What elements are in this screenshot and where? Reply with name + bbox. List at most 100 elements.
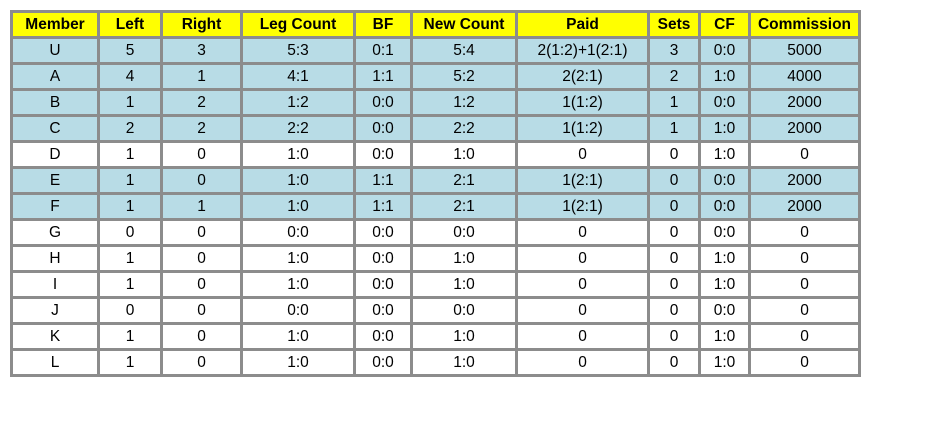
- cell-paid: 0: [515, 296, 650, 325]
- cell-leg-count: 1:0: [240, 270, 356, 299]
- cell-cf: 1:0: [698, 62, 751, 91]
- cell-leg-count: 2:2: [240, 114, 356, 143]
- cell-new-count: 0:0: [410, 218, 518, 247]
- cell-cf: 0:0: [698, 296, 751, 325]
- cell-leg-count: 0:0: [240, 218, 356, 247]
- cell-new-count: 5:2: [410, 62, 518, 91]
- cell-commission: 5000: [748, 36, 861, 65]
- cell-right: 3: [160, 36, 243, 65]
- header-left: Left: [97, 10, 163, 39]
- cell-commission: 0: [748, 244, 861, 273]
- cell-bf: 0:0: [353, 296, 413, 325]
- commission-table-container: Member Left Right Leg Count BF New Count…: [10, 10, 861, 377]
- cell-leg-count: 1:2: [240, 88, 356, 117]
- cell-paid: 0: [515, 270, 650, 299]
- cell-right: 0: [160, 322, 243, 351]
- cell-left: 1: [97, 270, 163, 299]
- cell-sets: 3: [647, 36, 701, 65]
- header-bf: BF: [353, 10, 413, 39]
- cell-paid: 1(2:1): [515, 166, 650, 195]
- cell-left: 0: [97, 296, 163, 325]
- table-body: U 5 3 5:3 0:1 5:4 2(1:2)+1(2:1) 3 0:0 5000 A 4 1 4:1 1…: [10, 36, 861, 377]
- cell-cf: 0:0: [698, 36, 751, 65]
- cell-new-count: 1:0: [410, 244, 518, 273]
- cell-new-count: 0:0: [410, 296, 518, 325]
- cell-member: E: [10, 166, 100, 195]
- cell-right: 0: [160, 140, 243, 169]
- cell-bf: 1:1: [353, 192, 413, 221]
- cell-commission: 2000: [748, 192, 861, 221]
- table-row: I 1 0 1:0 0:0 1:0 0 0 1:0 0: [10, 270, 861, 299]
- cell-sets: 1: [647, 88, 701, 117]
- cell-member: I: [10, 270, 100, 299]
- cell-left: 1: [97, 88, 163, 117]
- header-cf: CF: [698, 10, 751, 39]
- cell-cf: 0:0: [698, 166, 751, 195]
- cell-bf: 0:0: [353, 270, 413, 299]
- cell-sets: 0: [647, 348, 701, 377]
- cell-bf: 1:1: [353, 62, 413, 91]
- cell-right: 1: [160, 62, 243, 91]
- cell-new-count: 1:0: [410, 140, 518, 169]
- cell-sets: 0: [647, 322, 701, 351]
- cell-bf: 0:0: [353, 218, 413, 247]
- table-row: F 1 1 1:0 1:1 2:1 1(2:1) 0 0:0 2000: [10, 192, 861, 221]
- cell-sets: 0: [647, 270, 701, 299]
- cell-new-count: 1:0: [410, 348, 518, 377]
- cell-bf: 0:0: [353, 114, 413, 143]
- cell-paid: 0: [515, 140, 650, 169]
- cell-cf: 1:0: [698, 270, 751, 299]
- cell-leg-count: 1:0: [240, 244, 356, 273]
- cell-commission: 0: [748, 296, 861, 325]
- table-row: J 0 0 0:0 0:0 0:0 0 0 0:0 0: [10, 296, 861, 325]
- cell-bf: 0:1: [353, 36, 413, 65]
- cell-paid: 2(1:2)+1(2:1): [515, 36, 650, 65]
- cell-new-count: 5:4: [410, 36, 518, 65]
- cell-member: G: [10, 218, 100, 247]
- cell-left: 2: [97, 114, 163, 143]
- cell-member: H: [10, 244, 100, 273]
- cell-new-count: 2:2: [410, 114, 518, 143]
- cell-bf: 0:0: [353, 244, 413, 273]
- cell-sets: 0: [647, 192, 701, 221]
- cell-left: 1: [97, 322, 163, 351]
- table-row: H 1 0 1:0 0:0 1:0 0 0 1:0 0: [10, 244, 861, 273]
- cell-commission: 2000: [748, 114, 861, 143]
- cell-member: F: [10, 192, 100, 221]
- cell-member: B: [10, 88, 100, 117]
- cell-member: U: [10, 36, 100, 65]
- cell-cf: 1:0: [698, 244, 751, 273]
- cell-commission: 0: [748, 140, 861, 169]
- table-row: B 1 2 1:2 0:0 1:2 1(1:2) 1 0:0 2000: [10, 88, 861, 117]
- header-sets: Sets: [647, 10, 701, 39]
- table-row: L 1 0 1:0 0:0 1:0 0 0 1:0 0: [10, 348, 861, 377]
- cell-left: 5: [97, 36, 163, 65]
- cell-paid: 0: [515, 244, 650, 273]
- cell-commission: 4000: [748, 62, 861, 91]
- cell-left: 1: [97, 140, 163, 169]
- cell-commission: 2000: [748, 166, 861, 195]
- header-new-count: New Count: [410, 10, 518, 39]
- cell-leg-count: 1:0: [240, 140, 356, 169]
- cell-leg-count: 1:0: [240, 322, 356, 351]
- cell-paid: 1(1:2): [515, 88, 650, 117]
- cell-sets: 0: [647, 166, 701, 195]
- cell-leg-count: 5:3: [240, 36, 356, 65]
- cell-right: 0: [160, 348, 243, 377]
- cell-leg-count: 0:0: [240, 296, 356, 325]
- cell-leg-count: 1:0: [240, 192, 356, 221]
- table-row: D 1 0 1:0 0:0 1:0 0 0 1:0 0: [10, 140, 861, 169]
- cell-new-count: 1:0: [410, 270, 518, 299]
- cell-left: 4: [97, 62, 163, 91]
- table-row: U 5 3 5:3 0:1 5:4 2(1:2)+1(2:1) 3 0:0 5000: [10, 36, 861, 65]
- cell-left: 0: [97, 218, 163, 247]
- header-right: Right: [160, 10, 243, 39]
- header-leg-count: Leg Count: [240, 10, 356, 39]
- cell-left: 1: [97, 348, 163, 377]
- cell-paid: 1(2:1): [515, 192, 650, 221]
- commission-table: Member Left Right Leg Count BF New Count…: [10, 10, 861, 377]
- cell-new-count: 2:1: [410, 166, 518, 195]
- cell-cf: 1:0: [698, 140, 751, 169]
- cell-cf: 0:0: [698, 192, 751, 221]
- table-row: E 1 0 1:0 1:1 2:1 1(2:1) 0 0:0 2000: [10, 166, 861, 195]
